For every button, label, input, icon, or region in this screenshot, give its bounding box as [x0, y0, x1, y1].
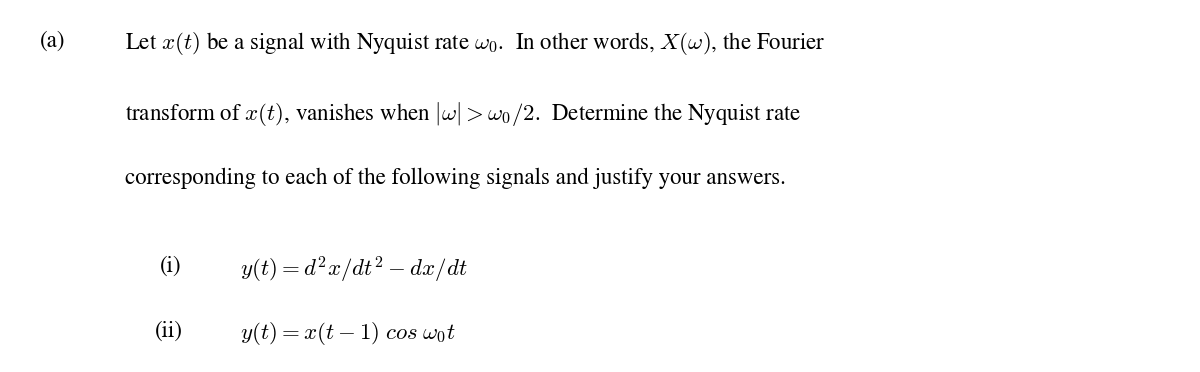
- Text: corresponding to each of the following signals and justify your answers.: corresponding to each of the following s…: [125, 168, 786, 189]
- Text: (i): (i): [160, 255, 181, 276]
- Text: Let $x(t)$ be a signal with Nyquist rate $\omega_0$.  In other words, $X(\omega): Let $x(t)$ be a signal with Nyquist rate…: [125, 30, 826, 57]
- Text: (ii): (ii): [155, 320, 182, 341]
- Text: $y(t) = d^2x/dt^2 - dx/dt$: $y(t) = d^2x/dt^2 - dx/dt$: [240, 255, 468, 285]
- Text: (a): (a): [40, 30, 66, 51]
- Text: $y(t) = x(t-1)\;cos\;\omega_0 t$: $y(t) = x(t-1)\;cos\;\omega_0 t$: [240, 320, 456, 347]
- Text: transform of $x(t)$, vanishes when $|\omega| > \omega_0/2$.  Determine the Nyqui: transform of $x(t)$, vanishes when $|\om…: [125, 100, 802, 128]
